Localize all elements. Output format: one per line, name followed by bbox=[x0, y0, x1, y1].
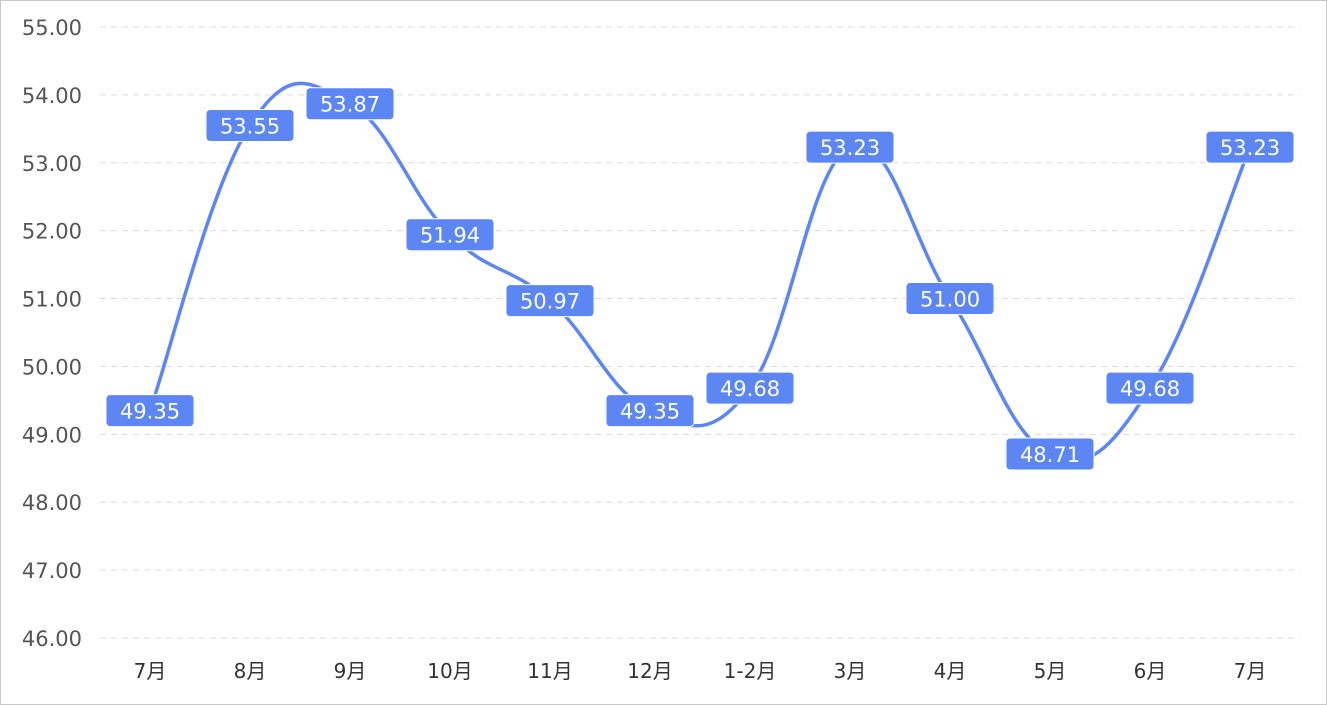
data-point-label: 49.35 bbox=[605, 394, 695, 428]
data-label-text: 49.35 bbox=[620, 400, 680, 424]
x-tick-label: 11月 bbox=[527, 659, 572, 683]
x-tick-label: 4月 bbox=[934, 659, 967, 683]
data-label-text: 51.94 bbox=[420, 224, 480, 248]
data-label-text: 53.23 bbox=[1220, 136, 1280, 160]
grid-lines bbox=[100, 26, 1300, 639]
data-label-text: 49.68 bbox=[720, 377, 780, 401]
data-label-text: 48.71 bbox=[1020, 443, 1080, 467]
y-tick-label: 54.00 bbox=[22, 84, 82, 108]
x-tick-label: 7月 bbox=[1234, 659, 1267, 683]
x-tick-label: 1-2月 bbox=[724, 659, 777, 683]
data-label-text: 50.97 bbox=[520, 290, 580, 314]
data-label-badge bbox=[805, 130, 895, 164]
data-label-text: 53.87 bbox=[320, 93, 380, 117]
data-label-badge bbox=[1005, 437, 1095, 471]
data-point-label: 50.97 bbox=[505, 284, 595, 318]
x-tick-label: 12月 bbox=[627, 659, 672, 683]
series-line-layer bbox=[148, 81, 1252, 462]
y-tick-label: 49.00 bbox=[22, 423, 82, 447]
data-point-label: 49.35 bbox=[105, 394, 195, 428]
data-point-label: 51.94 bbox=[405, 218, 495, 252]
data-label-text: 51.00 bbox=[920, 288, 980, 312]
data-label-badge bbox=[205, 108, 295, 142]
data-label-text: 53.23 bbox=[820, 136, 880, 160]
y-axis-ticks: 46.00 47.00 48.00 49.00 50.00 51.00 52.00 53.00… bbox=[22, 16, 82, 651]
data-point-label: 49.68 bbox=[705, 371, 795, 405]
x-tick-label: 5月 bbox=[1034, 659, 1067, 683]
x-tick-label: 8月 bbox=[234, 659, 267, 683]
data-label-text: 49.35 bbox=[120, 400, 180, 424]
x-tick-label: 3月 bbox=[834, 659, 867, 683]
series-line bbox=[148, 81, 1252, 462]
y-tick-label: 51.00 bbox=[22, 288, 82, 312]
x-tick-label: 10月 bbox=[427, 659, 472, 683]
data-point-label: 49.68 bbox=[1105, 371, 1195, 405]
y-tick-label: 52.00 bbox=[22, 220, 82, 244]
data-label-badge bbox=[705, 371, 795, 405]
x-tick-label: 9月 bbox=[334, 659, 367, 683]
x-tick-label: 7月 bbox=[134, 659, 167, 683]
data-point-label: 53.55 bbox=[205, 108, 295, 142]
y-tick-label: 55.00 bbox=[22, 16, 82, 40]
y-tick-label: 47.00 bbox=[22, 559, 82, 583]
data-label-text: 49.68 bbox=[1120, 377, 1180, 401]
data-label-badge bbox=[605, 394, 695, 428]
x-axis-ticks: 7月 8月 9月 10月 11月 12月 1-2月 3月 4月 5月 6月 7月 bbox=[134, 659, 1267, 683]
data-label-badge bbox=[1105, 371, 1195, 405]
data-label-badge bbox=[905, 282, 995, 316]
data-label-badge bbox=[405, 218, 495, 252]
data-point-label: 53.23 bbox=[805, 130, 895, 164]
y-tick-label: 46.00 bbox=[22, 627, 82, 651]
y-tick-label: 50.00 bbox=[22, 355, 82, 379]
data-label-badge bbox=[1205, 130, 1295, 164]
data-label-badge bbox=[305, 87, 395, 121]
data-point-label: 53.23 bbox=[1205, 130, 1295, 164]
data-label-badge bbox=[505, 284, 595, 318]
x-tick-label: 6月 bbox=[1134, 659, 1167, 683]
data-label-badge bbox=[105, 394, 195, 428]
data-point-label: 51.00 bbox=[905, 282, 995, 316]
data-point-label: 48.71 bbox=[1005, 437, 1095, 471]
y-tick-label: 48.00 bbox=[22, 491, 82, 515]
data-point-label: 53.87 bbox=[305, 87, 395, 121]
y-tick-label: 53.00 bbox=[22, 152, 82, 176]
data-label-text: 53.55 bbox=[220, 114, 280, 138]
data-labels: 49.35 53.55 53.87 51.94 50.97 49.35 49.68 53.23… bbox=[105, 87, 1295, 471]
